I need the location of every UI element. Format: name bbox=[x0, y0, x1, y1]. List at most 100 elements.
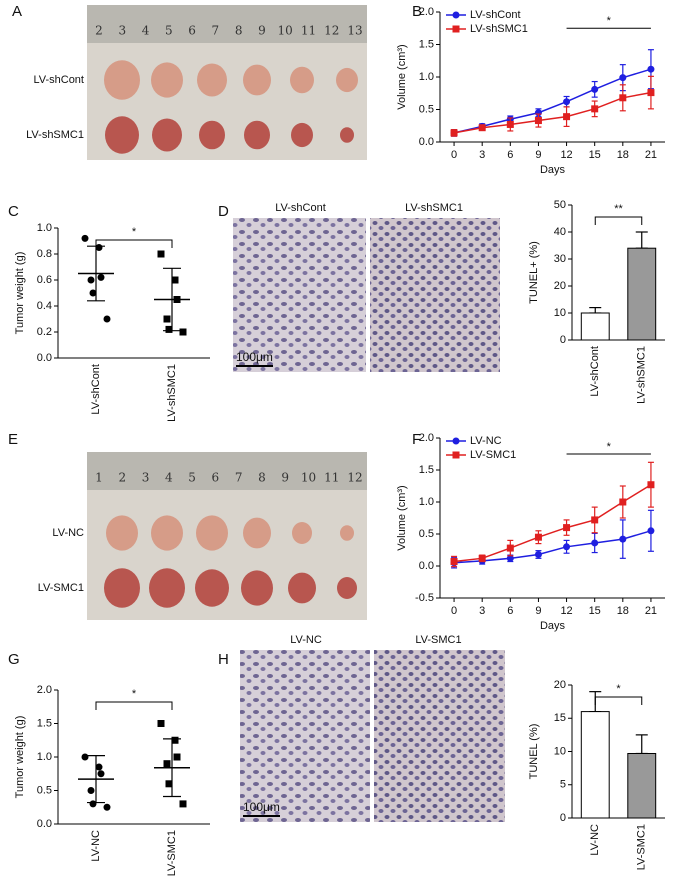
ruler-number: 5 bbox=[188, 471, 196, 485]
legend-label: LV-shSMC1 bbox=[470, 23, 528, 35]
y-tick-label: 0.8 bbox=[37, 248, 52, 260]
y-tick-label: 0.5 bbox=[419, 528, 434, 540]
legend-marker bbox=[452, 437, 460, 445]
point bbox=[619, 74, 627, 82]
point bbox=[534, 533, 542, 541]
series-line bbox=[454, 530, 652, 564]
y-axis-label: Volume (cm³) bbox=[396, 485, 408, 550]
y-tick-label: 15 bbox=[554, 712, 566, 724]
x-tick-label: 12 bbox=[560, 605, 572, 617]
tumor bbox=[151, 62, 183, 98]
significance-label: * bbox=[607, 441, 612, 453]
row-label: LV-NC bbox=[52, 527, 84, 539]
histology bbox=[370, 218, 500, 372]
point bbox=[81, 234, 89, 242]
point bbox=[81, 753, 89, 761]
x-tick-label: 3 bbox=[479, 149, 485, 161]
tumor bbox=[288, 572, 316, 604]
point bbox=[478, 554, 486, 562]
point bbox=[157, 720, 165, 727]
tumor bbox=[244, 120, 270, 150]
y-tick-label: 1.0 bbox=[37, 222, 52, 234]
point bbox=[97, 770, 105, 778]
point bbox=[95, 763, 103, 771]
histology bbox=[233, 218, 366, 372]
y-axis-label: TUNEL (%) bbox=[528, 724, 540, 780]
y-tick-label: 10 bbox=[554, 745, 566, 757]
ruler-number: 2 bbox=[95, 24, 103, 38]
x-tick-label: LV-SMC1 bbox=[636, 824, 648, 870]
y-tick-label: 0.4 bbox=[37, 300, 52, 312]
x-axis-label: Days bbox=[540, 164, 566, 176]
y-tick-label: 1.0 bbox=[419, 71, 434, 83]
y-axis-label: TUNEL+ (%) bbox=[528, 241, 540, 304]
point bbox=[563, 524, 571, 532]
significance-bracket bbox=[95, 239, 173, 248]
significance-label: ** bbox=[614, 203, 623, 215]
y-tick-label: 1.5 bbox=[419, 464, 434, 476]
panel-letter: H bbox=[218, 651, 229, 668]
panel-letter: A bbox=[12, 3, 22, 20]
point bbox=[450, 129, 458, 137]
significance-bracket bbox=[594, 696, 643, 705]
y-tick-label: 2.0 bbox=[419, 6, 434, 18]
tumor bbox=[105, 116, 139, 154]
point bbox=[647, 89, 655, 97]
y-tick-label: 20 bbox=[554, 679, 566, 691]
panel-letter: D bbox=[218, 203, 229, 220]
bar bbox=[627, 752, 657, 819]
column-label: LV-SMC1 bbox=[415, 634, 461, 646]
ruler-number: 6 bbox=[212, 471, 220, 485]
row-label: LV-shCont bbox=[33, 74, 84, 86]
tumor bbox=[241, 570, 273, 606]
ruler-number: 4 bbox=[165, 471, 173, 485]
point bbox=[103, 315, 111, 323]
series-line bbox=[453, 484, 652, 563]
point bbox=[478, 124, 486, 132]
panel-letter: E bbox=[8, 431, 18, 448]
y-tick-label: 50 bbox=[554, 199, 566, 211]
x-tick-label: 15 bbox=[589, 605, 601, 617]
point bbox=[619, 498, 627, 506]
y-tick-label: 0 bbox=[560, 812, 566, 824]
y-axis-label: Tumor weight (g) bbox=[14, 252, 26, 335]
ruler-number: 12 bbox=[324, 24, 339, 38]
tumor bbox=[340, 127, 354, 143]
y-tick-label: 0 bbox=[560, 334, 566, 346]
tumor bbox=[243, 517, 271, 549]
x-tick-label: 21 bbox=[645, 605, 657, 617]
point bbox=[157, 250, 165, 258]
tumor bbox=[337, 577, 357, 599]
ruler-number: 7 bbox=[235, 471, 243, 485]
tumor bbox=[106, 515, 138, 551]
ruler-number: 2 bbox=[118, 471, 126, 485]
ruler-number: 3 bbox=[118, 24, 126, 38]
y-tick-label: 0.5 bbox=[37, 784, 52, 796]
legend-marker bbox=[452, 11, 460, 19]
x-tick-label: 21 bbox=[645, 149, 657, 161]
y-tick-label: 1.0 bbox=[419, 496, 434, 508]
y-tick-label: 0.0 bbox=[419, 136, 434, 148]
point bbox=[647, 481, 655, 489]
ruler-number: 12 bbox=[347, 471, 362, 485]
x-tick-label: 12 bbox=[560, 149, 572, 161]
y-tick-label: 0.0 bbox=[37, 818, 52, 830]
ruler-number: 10 bbox=[278, 24, 293, 38]
tumor bbox=[151, 515, 183, 551]
tumor bbox=[340, 525, 354, 541]
y-tick-label: 0.2 bbox=[37, 326, 52, 338]
ruler-number: 10 bbox=[301, 471, 316, 485]
ruler-number: 3 bbox=[142, 471, 150, 485]
x-tick-label: 18 bbox=[617, 605, 629, 617]
legend-label: LV-shCont bbox=[470, 9, 521, 21]
point bbox=[591, 539, 599, 547]
series-line bbox=[453, 91, 652, 134]
x-tick-label: 15 bbox=[589, 149, 601, 161]
bar bbox=[580, 312, 610, 341]
y-tick-label: 10 bbox=[554, 307, 566, 319]
x-tick-label: 18 bbox=[617, 149, 629, 161]
x-tick-label: LV-SMC1 bbox=[166, 830, 178, 876]
point bbox=[647, 65, 655, 73]
y-tick-label: 20 bbox=[554, 280, 566, 292]
ruler-number: 8 bbox=[258, 471, 266, 485]
